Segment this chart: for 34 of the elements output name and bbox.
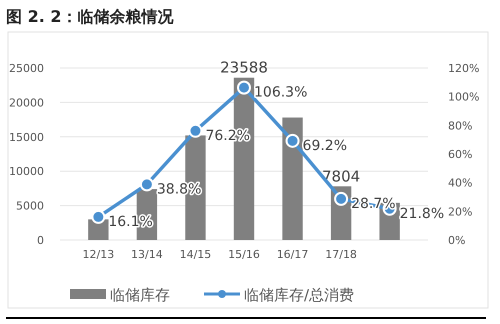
- x-tick-label: 17/18: [325, 248, 357, 261]
- point: [237, 80, 251, 95]
- x-tick-label: 15/16: [228, 248, 260, 261]
- legend-label: 临储库存: [110, 286, 170, 304]
- y2-tick-label: 60%: [448, 148, 472, 161]
- point: [188, 124, 202, 138]
- y2-tick-label: 100%: [448, 90, 480, 104]
- data-label: 23588: [220, 58, 268, 77]
- y-tick-label: 20000: [9, 96, 44, 110]
- chart-title: 图 2. 2：临储余粮情况: [6, 7, 174, 26]
- x-tick-label: 16/17: [276, 248, 308, 261]
- point: [91, 210, 106, 224]
- point: [286, 134, 300, 148]
- y-tick-label: 25000: [9, 62, 44, 75]
- y-tick-label: 5000: [16, 200, 44, 213]
- y-tick-label: 10000: [9, 165, 44, 178]
- data-label: 21.8%: [400, 206, 444, 222]
- y2-tick-label: 120%: [448, 62, 480, 75]
- x-tick-label: 12/13: [82, 248, 114, 261]
- y-tick-label: 0: [37, 234, 44, 247]
- point: [140, 177, 154, 192]
- x-tick-label: 14/15: [180, 248, 212, 261]
- data-label: 106.3%: [254, 84, 308, 101]
- data-label: 7804: [322, 167, 360, 186]
- y-tick-label: 15000: [9, 130, 44, 144]
- y2-tick-label: 20%: [448, 205, 472, 218]
- data-label: 69.2%: [302, 138, 348, 154]
- bar: [282, 118, 303, 240]
- y2-tick-label: 0%: [448, 234, 466, 247]
- x-tick-label: 13/14: [131, 248, 163, 261]
- point: [334, 192, 348, 206]
- legend-label: 临储库存/总消费: [244, 286, 354, 304]
- y2-tick-label: 80%: [448, 119, 472, 132]
- y2-tick-label: 40%: [448, 176, 472, 190]
